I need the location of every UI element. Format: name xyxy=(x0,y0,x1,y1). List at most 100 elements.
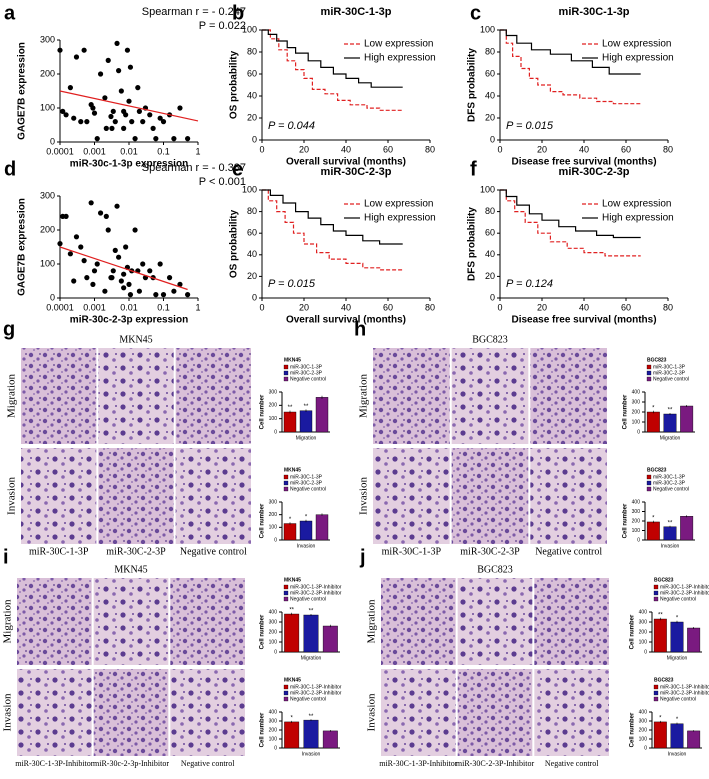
point xyxy=(114,203,120,209)
point xyxy=(121,108,127,114)
x-tick-label: 80 xyxy=(663,144,673,154)
x-axis-label: miR-30c-1-3p expression xyxy=(70,159,188,170)
y-tick-label: 100 xyxy=(639,639,648,645)
y-tick-label: 200 xyxy=(40,224,55,234)
column-label: miR-30C-2-3P-Inhibitor xyxy=(456,759,535,768)
bar xyxy=(653,618,667,653)
legend-label: miR-30C-2-3P xyxy=(653,480,686,486)
y-axis-label: GAGE7B expression xyxy=(17,42,28,140)
micrograph xyxy=(93,669,169,756)
point xyxy=(110,268,116,274)
point xyxy=(177,105,183,111)
point xyxy=(71,115,77,121)
legend-label: Low expression xyxy=(364,39,433,50)
x-axis-label: Disease free survival (months) xyxy=(511,157,656,168)
y-tick-label: 400 xyxy=(269,709,278,715)
y-tick-label: 300 xyxy=(639,718,648,724)
y-tick-label: 60 xyxy=(485,228,495,238)
point xyxy=(150,125,156,131)
micrograph xyxy=(175,348,251,444)
micrograph xyxy=(170,578,245,665)
point xyxy=(127,64,134,70)
legend-swatch xyxy=(283,584,289,590)
panel-label: b xyxy=(232,2,244,24)
x-axis-label: Migration xyxy=(660,435,681,441)
point xyxy=(84,275,90,281)
legend-label: Low expression xyxy=(602,199,671,210)
column-label: miR-30c-2-3p-Inhibitor xyxy=(93,759,169,768)
panel-label: e xyxy=(232,158,243,180)
y-tick-label: 300 xyxy=(632,399,641,405)
legend-swatch xyxy=(653,684,659,690)
point xyxy=(153,292,159,298)
point xyxy=(124,47,131,53)
point xyxy=(102,95,108,101)
y-tick-label: 200 xyxy=(639,629,648,635)
point xyxy=(105,227,111,233)
bar xyxy=(680,405,694,433)
significance: ** xyxy=(288,405,293,411)
point xyxy=(112,119,118,125)
significance: * xyxy=(676,615,679,621)
micrograph xyxy=(98,448,174,544)
significance: * xyxy=(305,514,308,520)
significance: ** xyxy=(309,714,314,720)
legend-label: miR-30C-2-3P xyxy=(290,480,323,486)
x-axis-label: Overall survival (months) xyxy=(286,315,406,326)
significance: ** xyxy=(309,609,314,615)
y-tick-label: 40 xyxy=(247,249,257,259)
micrograph xyxy=(451,348,529,444)
point xyxy=(57,241,63,247)
x-tick-label: 80 xyxy=(425,144,435,154)
y-tick-label: 0 xyxy=(252,292,257,302)
annotation: P = 0.015 xyxy=(268,278,316,290)
bar xyxy=(303,614,319,653)
point xyxy=(160,292,167,298)
x-axis-label: Disease free survival (months) xyxy=(511,315,656,326)
legend-swatch xyxy=(283,590,289,596)
micrograph xyxy=(534,669,609,756)
bar xyxy=(322,730,338,749)
legend-label: miR-30C-1-3P-Inhibitor xyxy=(660,584,709,590)
image-title: MKN45 xyxy=(119,334,152,345)
significance: * xyxy=(676,717,679,723)
point xyxy=(90,105,96,111)
point xyxy=(166,275,173,281)
legend-swatch xyxy=(646,486,652,492)
y-tick-label: 300 xyxy=(40,34,55,44)
point xyxy=(112,247,118,253)
point xyxy=(140,261,146,267)
column-label: miR-30C-2-3P xyxy=(460,546,520,557)
y-tick-label: 300 xyxy=(269,619,278,625)
y-tick-label: 100 xyxy=(40,102,55,112)
survival-curve xyxy=(262,189,403,245)
bar xyxy=(687,627,701,653)
point xyxy=(94,136,100,142)
point xyxy=(97,210,104,216)
point xyxy=(132,227,138,233)
y-axis-label: Cell number xyxy=(260,394,266,429)
micrograph xyxy=(93,578,169,665)
point xyxy=(90,281,96,287)
legend-label: miR-30C-1-3P xyxy=(290,364,323,370)
x-tick-label: 0 xyxy=(497,302,502,312)
bar xyxy=(670,723,684,749)
legend-label: miR-30C-1-3P-Inhibitor xyxy=(290,584,342,590)
x-tick-label: 60 xyxy=(621,144,631,154)
legend-label: miR-30C-1-3P xyxy=(290,474,323,480)
point xyxy=(153,136,159,142)
panel-label: d xyxy=(4,158,16,180)
x-tick-label: 20 xyxy=(299,144,309,154)
x-tick-label: 1 xyxy=(195,146,200,156)
x-axis-label: Invasion xyxy=(297,543,316,549)
annotation: Spearman r = - 0.247 xyxy=(142,6,246,18)
point xyxy=(140,119,146,125)
x-axis-label: Invasion xyxy=(302,751,321,757)
bar xyxy=(646,521,660,541)
point xyxy=(147,268,153,274)
legend-swatch xyxy=(653,584,659,590)
point xyxy=(132,136,138,142)
y-axis-label: DFS probability xyxy=(467,48,478,122)
point xyxy=(105,57,111,64)
significance: ** xyxy=(658,612,663,618)
